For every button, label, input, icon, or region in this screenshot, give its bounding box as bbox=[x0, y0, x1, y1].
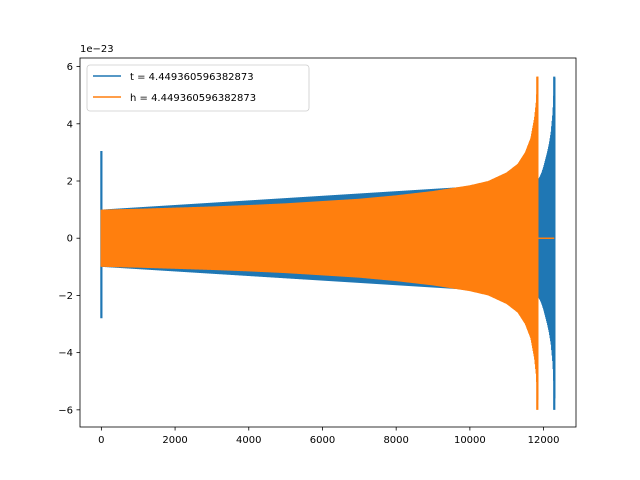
y-tick-label: −4 bbox=[58, 348, 73, 359]
y-tick-label: 6 bbox=[67, 62, 73, 73]
y-tick-label: −2 bbox=[58, 291, 73, 302]
legend-frame bbox=[86, 64, 310, 112]
plot-area bbox=[100, 76, 556, 410]
x-tick-label: 12000 bbox=[528, 435, 560, 446]
legend: t = 4.449360596382873 h = 4.4493605963828… bbox=[86, 64, 310, 112]
y-tick-label: −6 bbox=[58, 405, 73, 416]
legend-label-1: h = 4.449360596382873 bbox=[130, 93, 256, 104]
x-tick-label: 2000 bbox=[162, 435, 187, 446]
x-tick-label: 8000 bbox=[383, 435, 408, 446]
axes-frame bbox=[79, 57, 577, 428]
y-offset-text: 1e−23 bbox=[80, 44, 114, 55]
legend-label-0: t = 4.449360596382873 bbox=[130, 72, 254, 83]
x-tick-label: 10000 bbox=[454, 435, 486, 446]
y-tick-label: 2 bbox=[67, 177, 73, 188]
series-1-oscillation bbox=[100, 76, 539, 400]
y-axis: 6 4 2 0 −2 −4 −6 bbox=[58, 62, 80, 416]
x-tick-label: 0 bbox=[98, 435, 104, 446]
x-tick-label: 4000 bbox=[236, 435, 261, 446]
series-1 bbox=[100, 76, 555, 410]
y-tick-label: 4 bbox=[67, 119, 73, 130]
y-tick-label: 0 bbox=[67, 234, 73, 245]
x-axis: 0 2000 4000 6000 8000 10000 12000 bbox=[98, 427, 559, 446]
x-tick-label: 6000 bbox=[310, 435, 335, 446]
